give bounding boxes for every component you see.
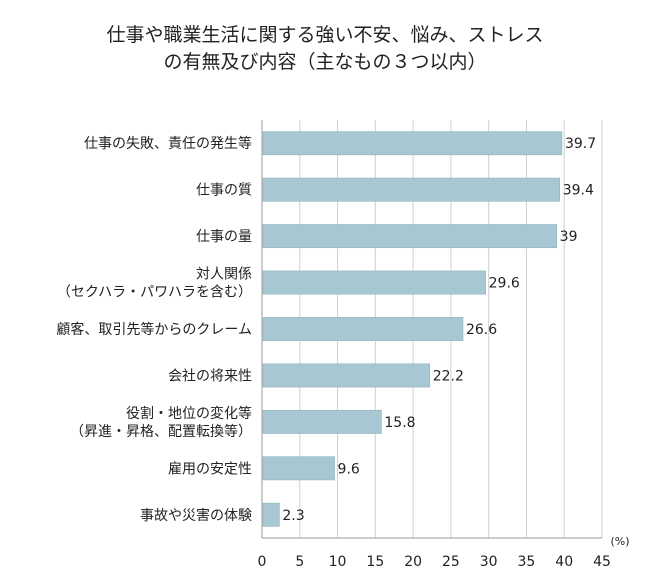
- value-label-1: 39.4: [563, 183, 594, 199]
- x-tick-label-15: 15: [366, 554, 384, 570]
- bar-4: [262, 317, 464, 341]
- value-label-6: 15.8: [384, 415, 415, 431]
- x-tick-label-35: 35: [518, 554, 536, 570]
- bars: [262, 131, 563, 527]
- x-tick-label-0: 0: [258, 554, 267, 570]
- labels: 0 5 10 15 20 25 30 35 40 45 39.7 仕事の失敗、責任の発生等 39.4 仕事…: [56, 135, 611, 570]
- bar-2: [262, 224, 557, 249]
- category-label-8: 事故や災害の体験: [140, 508, 252, 524]
- category-label-4: 顧客、取引先等からのクレーム: [56, 321, 252, 338]
- bar-8: [262, 502, 280, 527]
- bar-1: [262, 177, 560, 202]
- value-label-4: 26.6: [466, 322, 497, 338]
- category-label-3-line-1: （セクハラ・パワハラを含む）: [57, 285, 252, 301]
- category-label-6-line-0: 役割・地位の変化等: [126, 405, 252, 422]
- value-label-3: 29.6: [489, 276, 520, 292]
- value-label-8: 2.3: [282, 508, 304, 524]
- category-label-7: 雇用の安定性: [168, 460, 252, 477]
- x-tick-label-40: 40: [555, 554, 573, 570]
- x-tick-label-10: 10: [329, 554, 347, 570]
- bar-0: [262, 131, 563, 156]
- chart-title-line-1: 仕事や職業生活に関する強い不安、悩み、ストレス: [106, 24, 544, 46]
- bar-7: [262, 456, 335, 481]
- category-label-0: 仕事の失敗、責任の発生等: [84, 135, 252, 152]
- value-label-2: 39: [560, 229, 578, 245]
- unit-label: (%): [610, 535, 629, 548]
- bar-5: [262, 363, 431, 388]
- category-label-5: 会社の将来性: [168, 368, 252, 384]
- x-tick-label-25: 25: [442, 554, 460, 570]
- x-tick-label-20: 20: [404, 554, 422, 570]
- x-tick-label-5: 5: [295, 554, 304, 570]
- category-label-1: 仕事の質: [196, 183, 252, 199]
- bar-6: [262, 409, 382, 434]
- x-tick-label-30: 30: [480, 554, 498, 570]
- category-label-2: 仕事の量: [196, 229, 252, 245]
- value-label-0: 39.7: [565, 136, 596, 152]
- value-label-5: 22.2: [433, 368, 464, 384]
- category-label-3-line-0: 対人関係: [196, 267, 252, 283]
- chart-title: 仕事や職業生活に関する強い不安、悩み、ストレス の有無及び内容（主なもの３つ以内…: [0, 22, 650, 76]
- x-tick-label-45: 45: [593, 554, 611, 570]
- value-label-7: 9.6: [338, 461, 360, 477]
- chart-title-line-2: の有無及び内容（主なもの３つ以内）: [163, 51, 487, 73]
- bar-3: [262, 270, 486, 295]
- category-label-6-line-1: （昇進・昇格、配置転換等）: [70, 423, 252, 440]
